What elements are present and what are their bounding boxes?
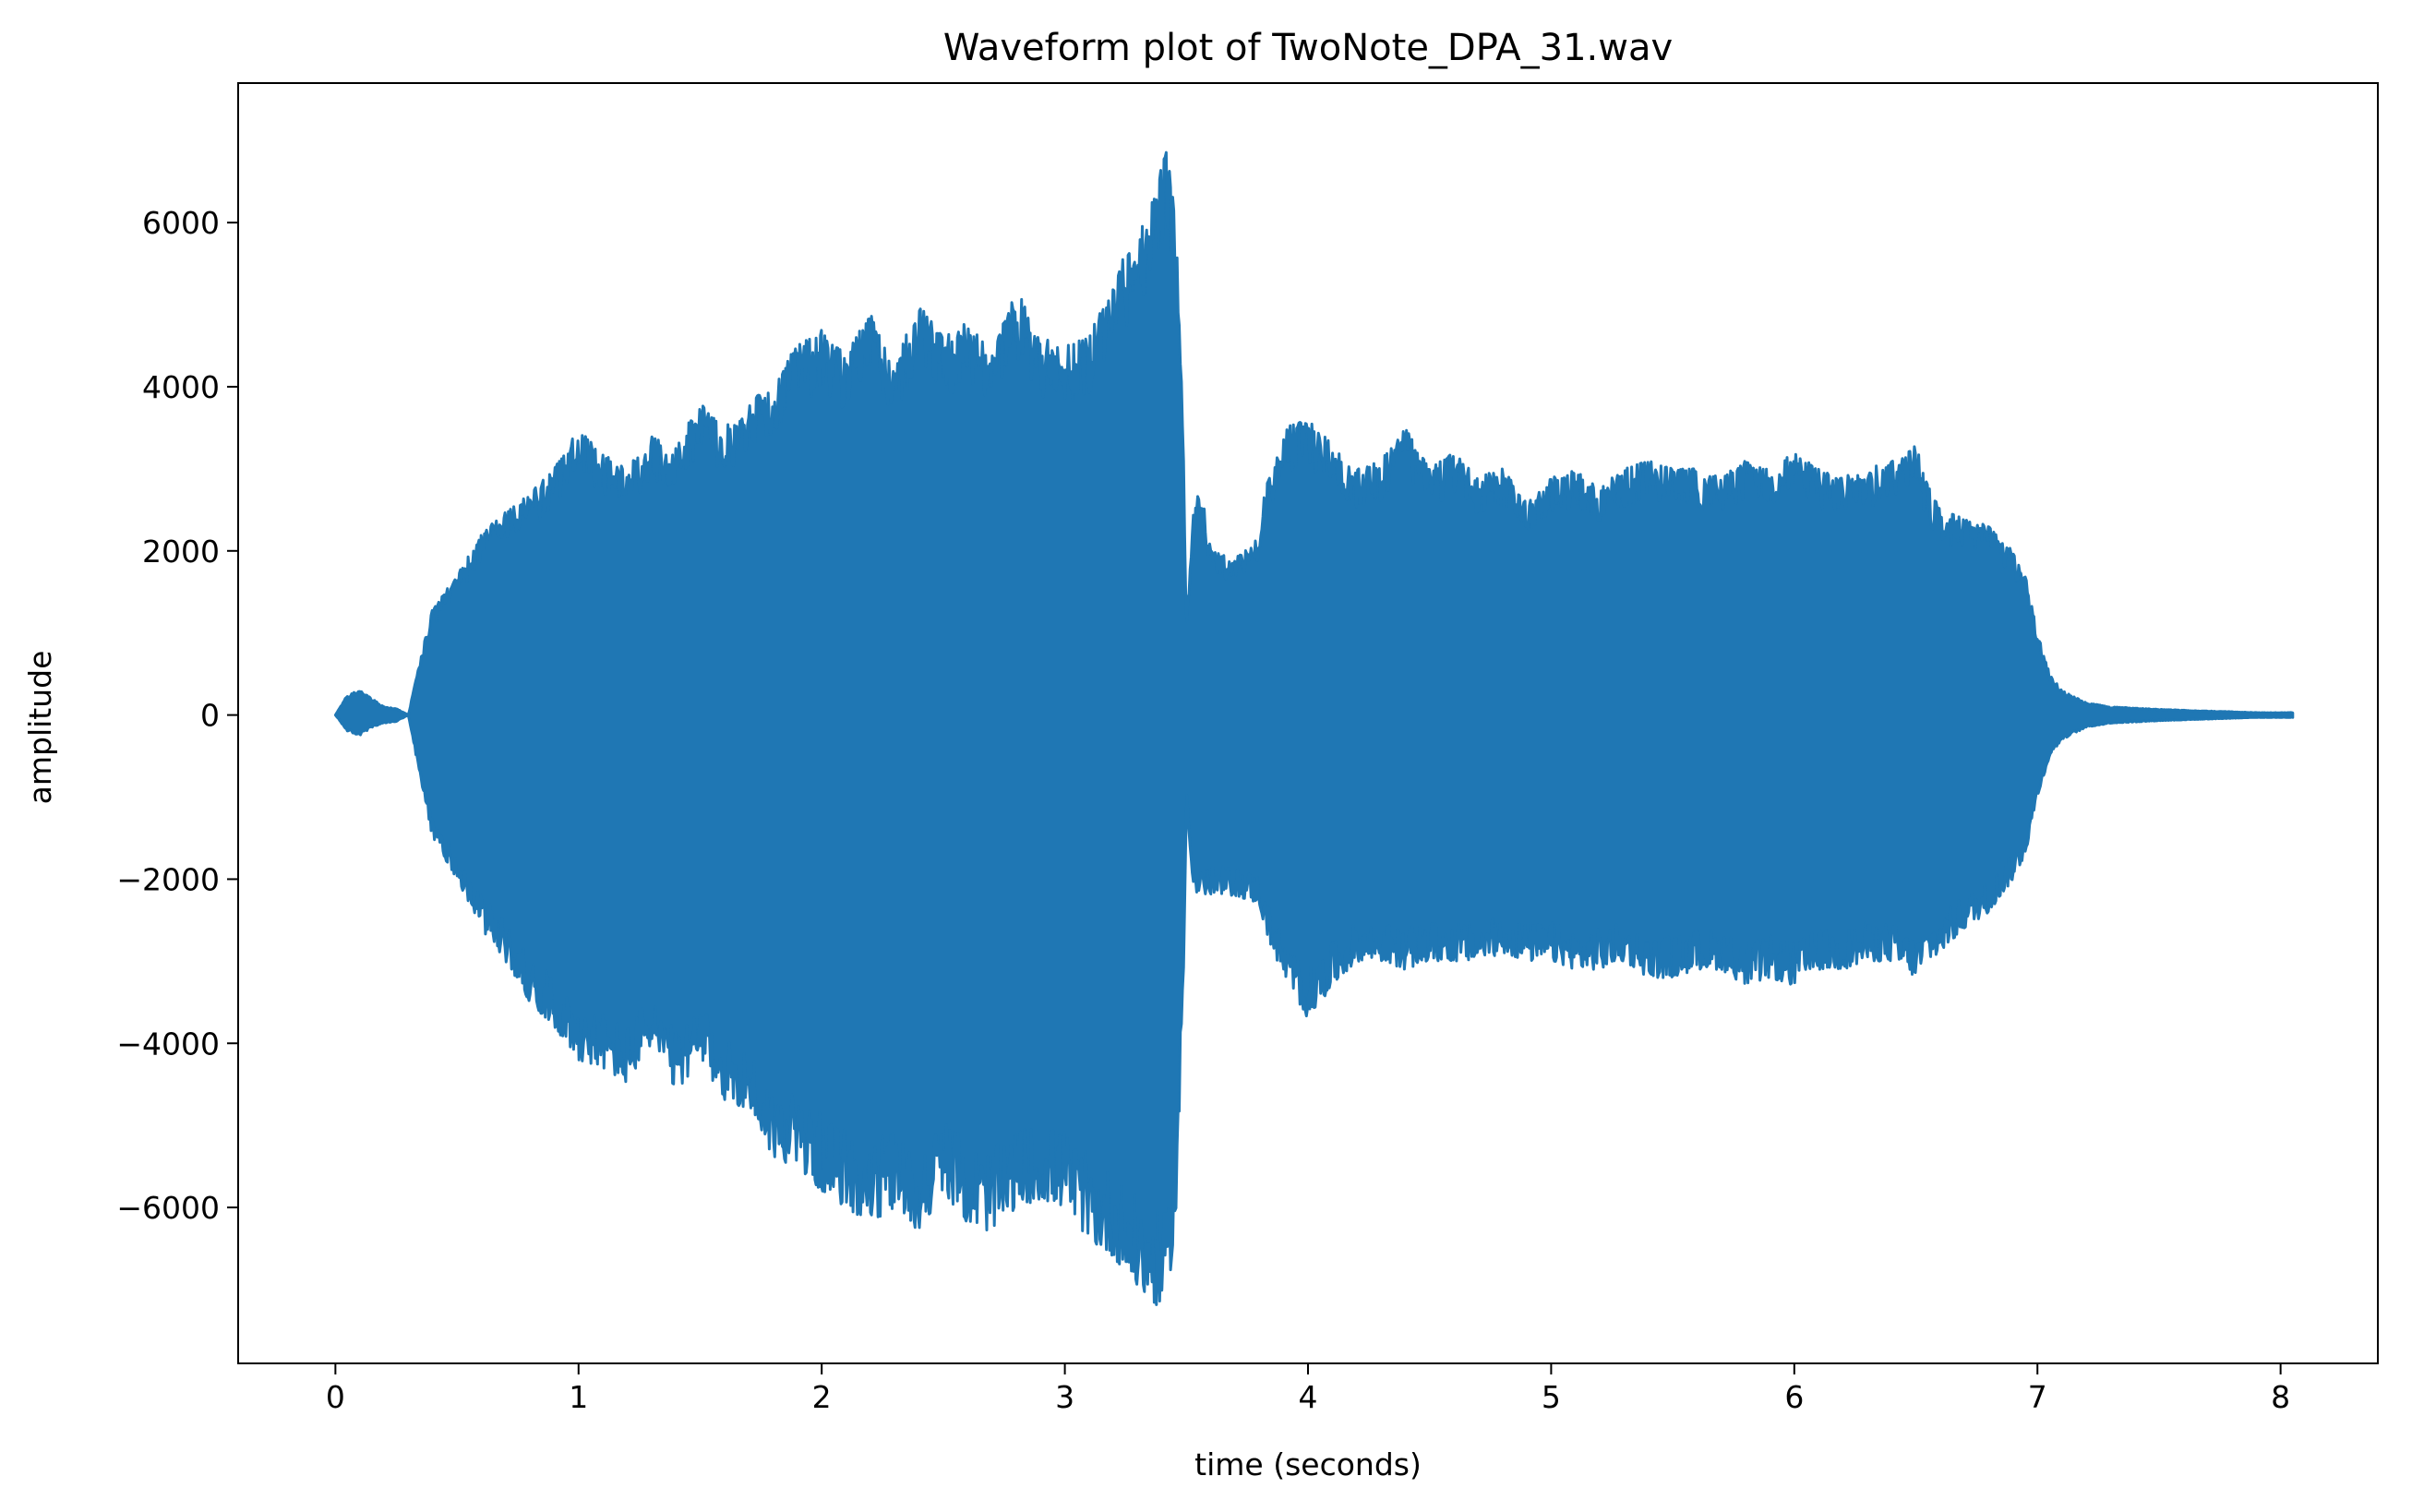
y-tick-label: −6000 [116,1190,220,1226]
chart-title: Waveform plot of TwoNote_DPA_31.wav [943,27,1673,69]
y-tick-label: 6000 [142,205,220,241]
x-tick-label: 4 [1299,1379,1318,1415]
waveform-series-1 [333,150,2295,1306]
axes: 0 1 2 3 4 5 6 7 8 −6000 −4000 −2000 0 2000 4000 6000 [116,82,2379,1415]
y-tick-label: −4000 [116,1026,220,1062]
y-tick-label: 2000 [142,534,220,570]
y-tick-label: 0 [200,698,220,734]
x-tick-label: 2 [812,1379,832,1415]
x-tick-label: 0 [326,1379,345,1415]
y-tick-label: −2000 [116,861,220,897]
x-tick-label: 3 [1055,1379,1074,1415]
plot-area [333,150,2295,1306]
x-tick-label: 1 [569,1379,588,1415]
x-tick-label: 6 [1784,1379,1804,1415]
y-tick-label: 4000 [142,369,220,405]
x-tick-label: 5 [1542,1379,1561,1415]
y-axis-label: amplitude [22,651,58,805]
x-tick-label: 7 [2028,1379,2047,1415]
x-axis-label: time (seconds) [1194,1446,1422,1482]
x-tick-label: 8 [2271,1379,2290,1415]
